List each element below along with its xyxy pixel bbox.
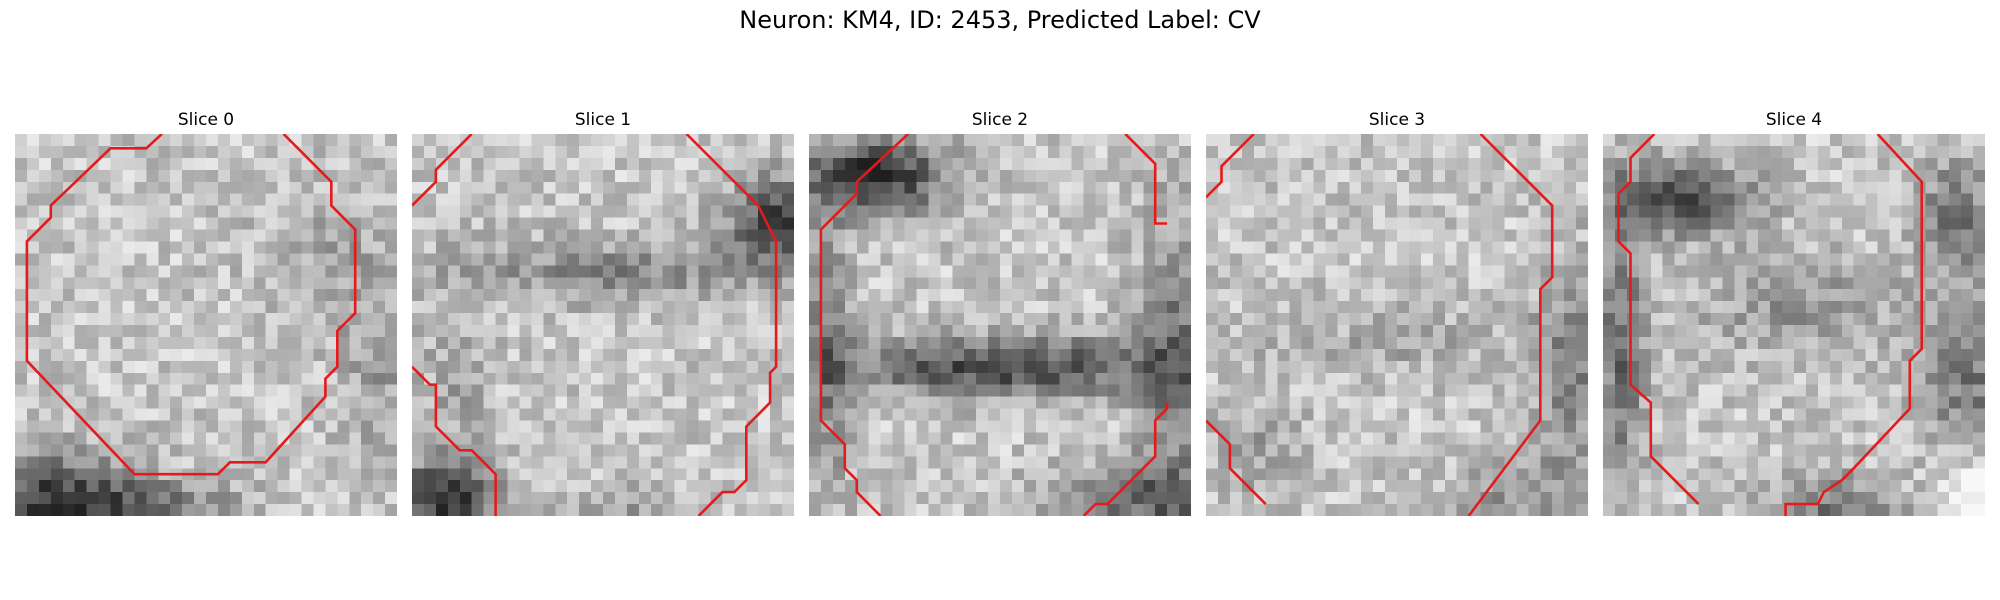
slice-title-3: Slice 3 xyxy=(1368,110,1426,130)
contour-line xyxy=(1467,134,1554,516)
contour-line xyxy=(412,365,497,516)
contour-line xyxy=(1206,134,1255,199)
contour-line xyxy=(685,134,778,516)
slice-image-2 xyxy=(809,134,1191,516)
slice-title-1: Slice 1 xyxy=(574,110,632,130)
slice-title-2: Slice 2 xyxy=(971,110,1029,130)
figure-title: Neuron: KM4, ID: 2453, Predicted Label: … xyxy=(739,6,1261,34)
contour-line xyxy=(1784,134,1924,516)
slice-image-0 xyxy=(15,134,397,516)
contour-line xyxy=(1206,419,1267,506)
contour-line xyxy=(1124,134,1168,225)
slice-image-4 xyxy=(1603,134,1985,516)
contour-line xyxy=(1617,134,1700,506)
slice-title-0: Slice 0 xyxy=(177,110,235,130)
contour-line xyxy=(25,134,357,476)
contour-line xyxy=(819,134,909,516)
contour-line xyxy=(412,134,473,207)
slice-title-4: Slice 4 xyxy=(1765,110,1823,130)
slice-image-3 xyxy=(1206,134,1588,516)
slice-image-1 xyxy=(412,134,794,516)
contour-line xyxy=(1082,402,1169,516)
